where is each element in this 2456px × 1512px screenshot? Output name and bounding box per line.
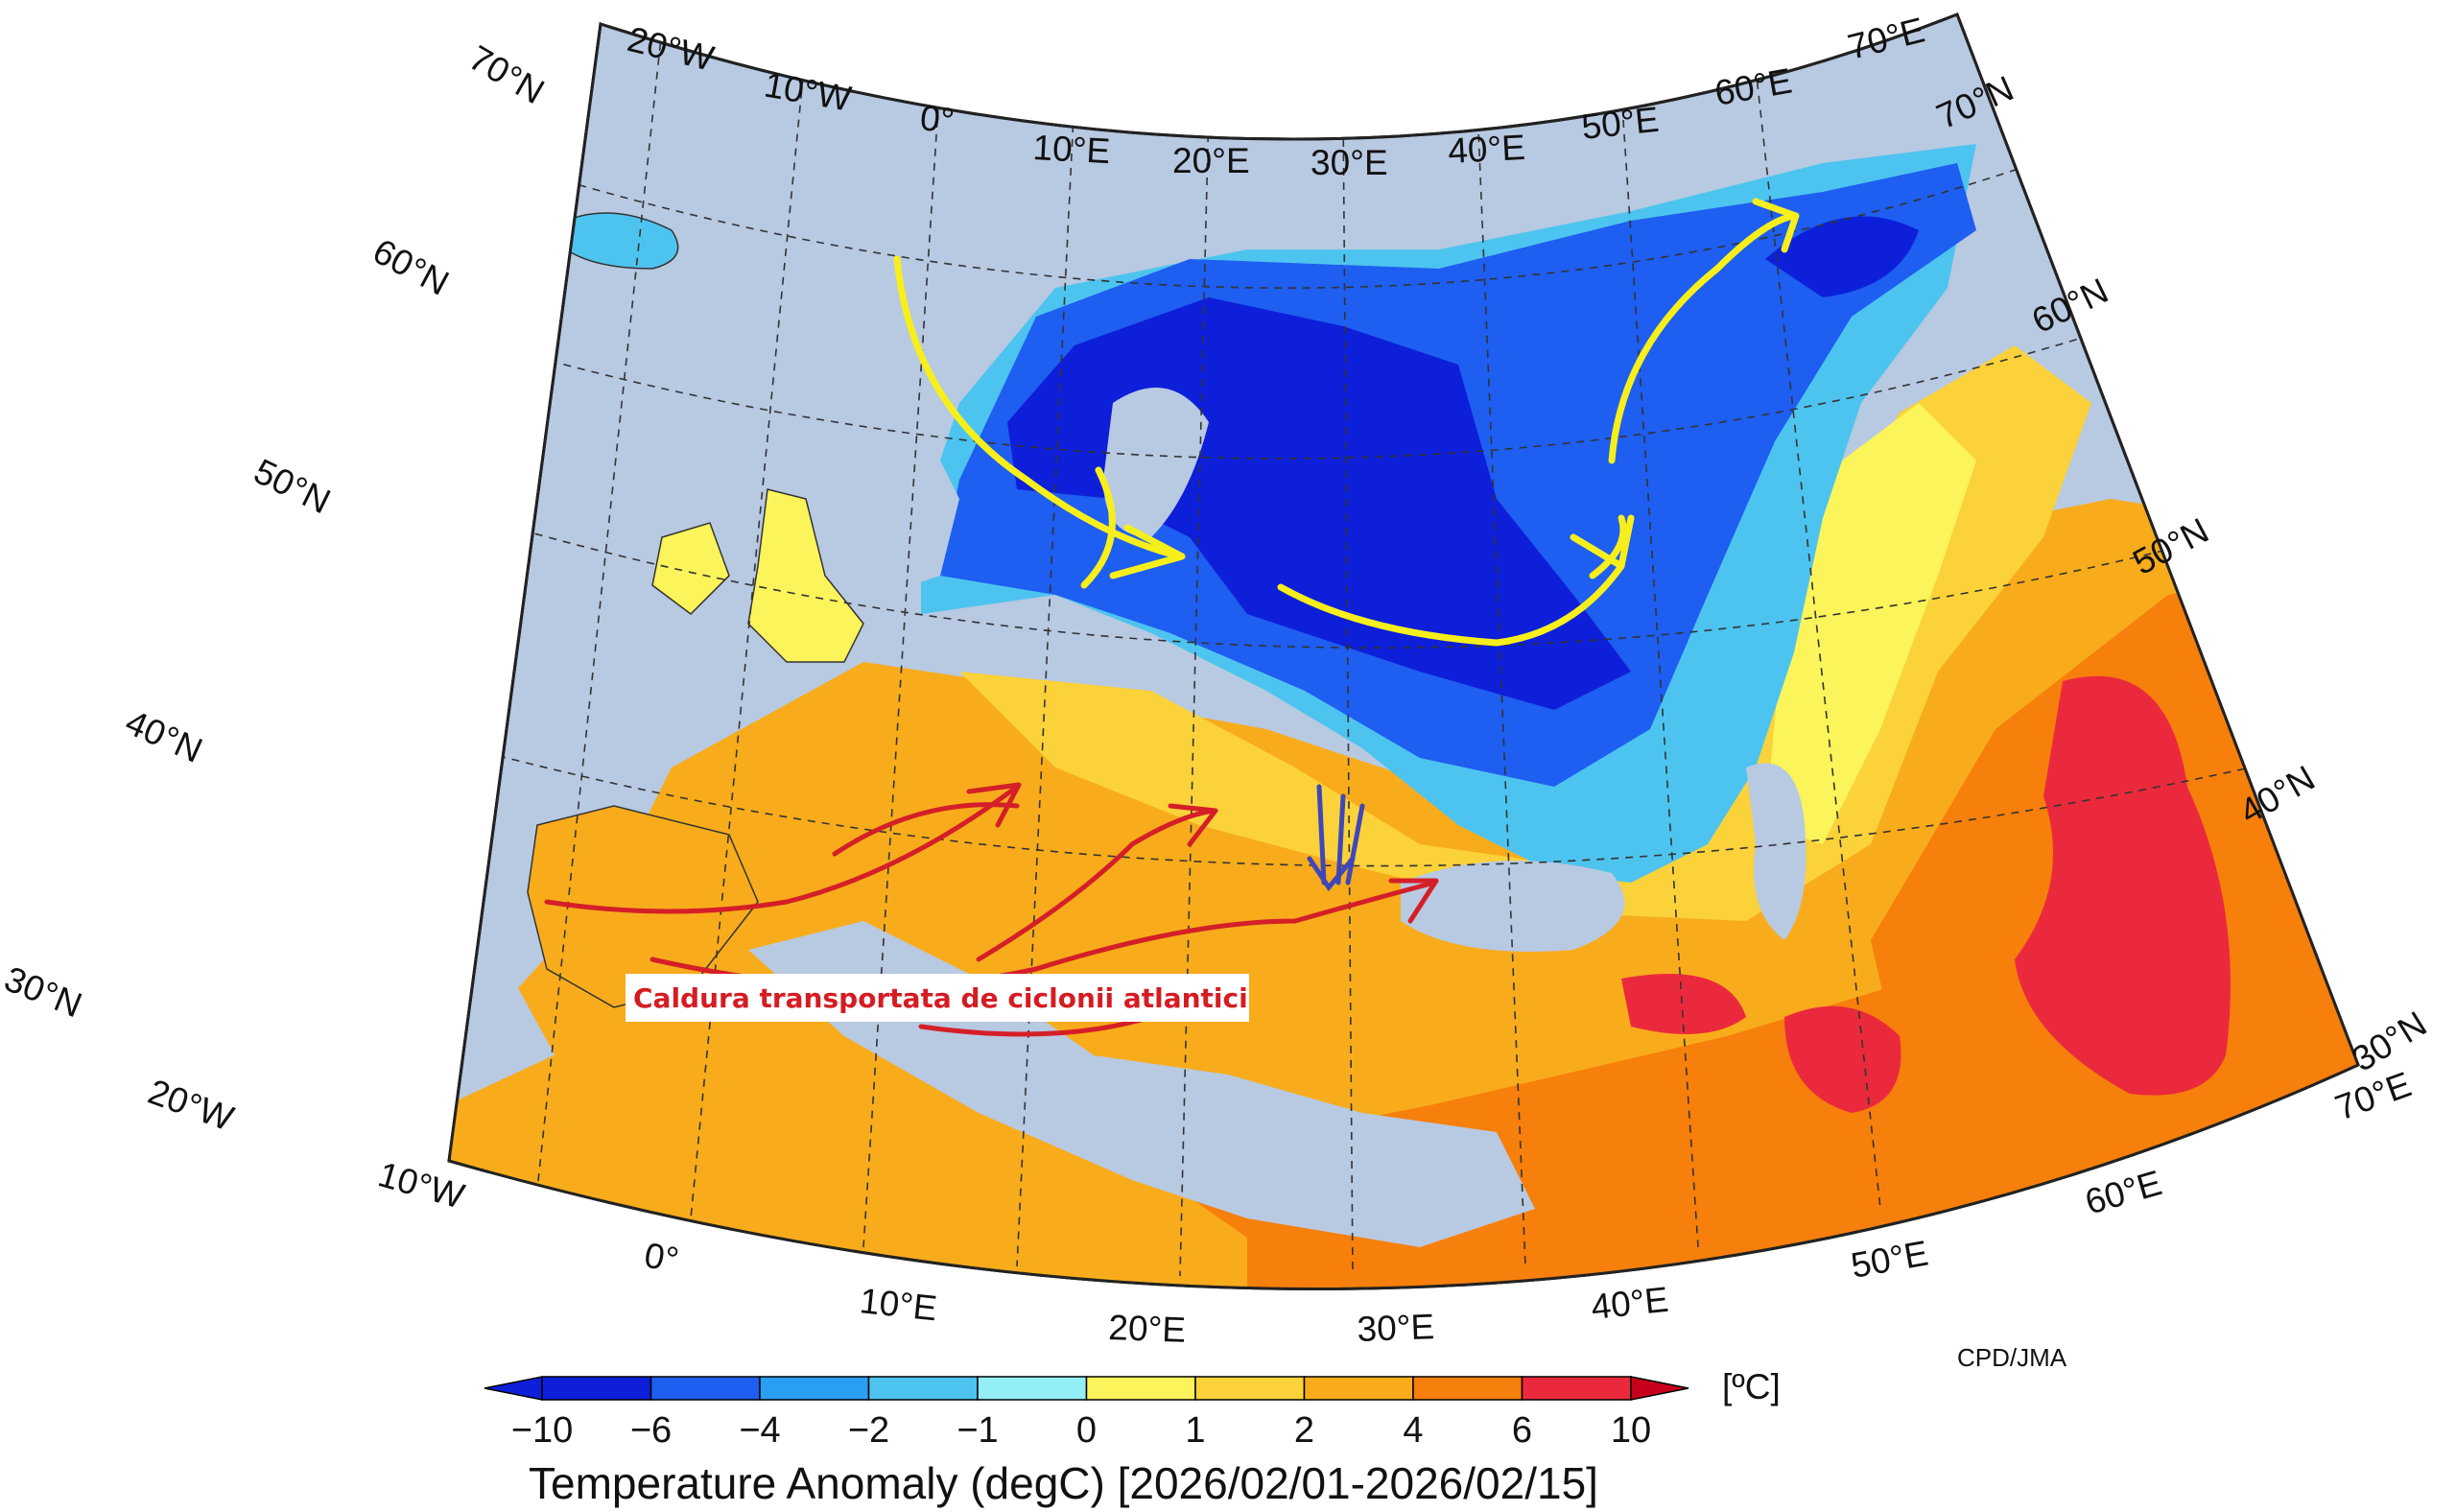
lon-label-top-20e: 20°E [1172, 141, 1250, 180]
yellow-arrowhead-scandinavia [1109, 524, 1186, 579]
lon-label-bottom-60e: 60°E [2081, 1163, 2166, 1222]
light-yellow-band [1765, 403, 1976, 844]
colorbar-segment [759, 1376, 870, 1401]
lon-label-bottom-40e: 40°E [1590, 1280, 1670, 1327]
colorbar-segment [977, 1376, 1088, 1401]
lon-label-bottom-20e: 20°E [1108, 1308, 1187, 1350]
deep-blue-core-north [1765, 216, 1919, 297]
colorbar-tick-label: 2 [1294, 1410, 1314, 1451]
red-zone-iran [1784, 1005, 1901, 1113]
lon-label-bottom-10e: 10°E [858, 1281, 938, 1328]
lat-label-left-60n: 60°N [366, 231, 455, 303]
yellow-arrows [893, 198, 1800, 647]
colorbar-tick-label: 0 [1076, 1410, 1097, 1451]
colorbar-segment [1194, 1376, 1306, 1401]
colorbar-extend-low [484, 1376, 543, 1401]
colorbar-title: Temperature Anomaly (degC) [2026/02/01-2… [529, 1458, 1598, 1508]
colorbar-segment [541, 1376, 652, 1401]
colorbar: −10 −6 −4 −2 −1 0 1 2 4 6 10 [484, 1376, 1689, 1451]
colorbar-segment [1521, 1376, 1632, 1401]
baltic-sea [1103, 388, 1209, 537]
colorbar-tick-label: 1 [1185, 1410, 1205, 1451]
red-arrowhead-turkey [1388, 878, 1439, 924]
colorbar-tick-label: 10 [1611, 1410, 1651, 1451]
colorbar-tick-label: 4 [1403, 1410, 1423, 1451]
yellow-arrowhead-ukraine [1570, 514, 1635, 570]
colorbar-segment [1412, 1376, 1523, 1401]
red-zone-central-asia [2015, 675, 2231, 1096]
caspian-sea [1746, 763, 1807, 940]
blue-arrows [1307, 784, 1365, 892]
colorbar-tick-label: −6 [630, 1410, 672, 1451]
lon-label-bottom-50e: 50°E [1848, 1233, 1931, 1285]
credit-label: CPD/JMA [1957, 1343, 2067, 1372]
lat-label-right-30n: 30°N [2346, 1004, 2434, 1079]
lat-label-left-40n: 40°N [120, 702, 208, 770]
lon-label-top-40e: 40°E [1447, 128, 1526, 171]
colorbar-segment [649, 1376, 761, 1401]
colorbar-segment [1303, 1376, 1414, 1401]
lon-label-bottom-30e: 30°E [1357, 1307, 1435, 1349]
yellow-arrow-scandinavia [893, 255, 1184, 560]
red-arrow-italy [832, 802, 1020, 857]
red-arrow-france [544, 784, 1020, 914]
graticule [469, 28, 2294, 1277]
colorbar-segment [867, 1376, 979, 1401]
yellow-arrow-ukraine [1277, 562, 1625, 647]
colorbar-tick-label: −1 [956, 1410, 998, 1451]
colorbar-tick-label: −4 [739, 1410, 780, 1451]
red-arrowhead-france [966, 782, 1022, 828]
lat-label-left-70n: 70°N [462, 37, 551, 111]
yellow-arrow-volga [1589, 514, 1627, 579]
yellow-arrowhead-urals [1752, 198, 1800, 253]
black-sea [1401, 861, 1625, 952]
lon-label-top-30e: 30°E [1311, 143, 1388, 182]
lat-label-left-30n: 30°N [0, 958, 87, 1025]
british-isles [651, 488, 864, 663]
lon-label-bottom-0: 0° [642, 1236, 682, 1281]
lon-label-top-50e: 50°E [1580, 100, 1661, 147]
red-arrowhead-balkans [1168, 803, 1218, 847]
iceland [565, 212, 679, 270]
red-arrow-balkans [976, 808, 1216, 962]
yellow-arrow-urals [1608, 212, 1798, 464]
colorbar-unit: [ºC] [1722, 1367, 1781, 1406]
lon-label-top-0: 0° [918, 98, 956, 140]
colorbar-tick-label: −10 [511, 1410, 573, 1451]
yellow-arrow-inner [1080, 466, 1116, 589]
red-zone-turkey [1621, 974, 1746, 1034]
red-arrow-loop [918, 1014, 1154, 1037]
colorbar-extend-high [1630, 1376, 1689, 1401]
annotation-text: Caldura transportata de ciclonii atlanti… [633, 982, 1248, 1014]
lat-label-left-50n: 50°N [248, 451, 336, 521]
annotation-box [626, 974, 1249, 1022]
colorbar-segment [1085, 1376, 1196, 1401]
lon-label-bottom-20w: 20°W [143, 1072, 238, 1139]
north-sea [844, 422, 959, 595]
colorbar-tick-label: −2 [848, 1410, 889, 1451]
lon-label-top-10e: 10°E [1032, 128, 1112, 171]
colorbar-tick-label: 6 [1512, 1410, 1532, 1451]
